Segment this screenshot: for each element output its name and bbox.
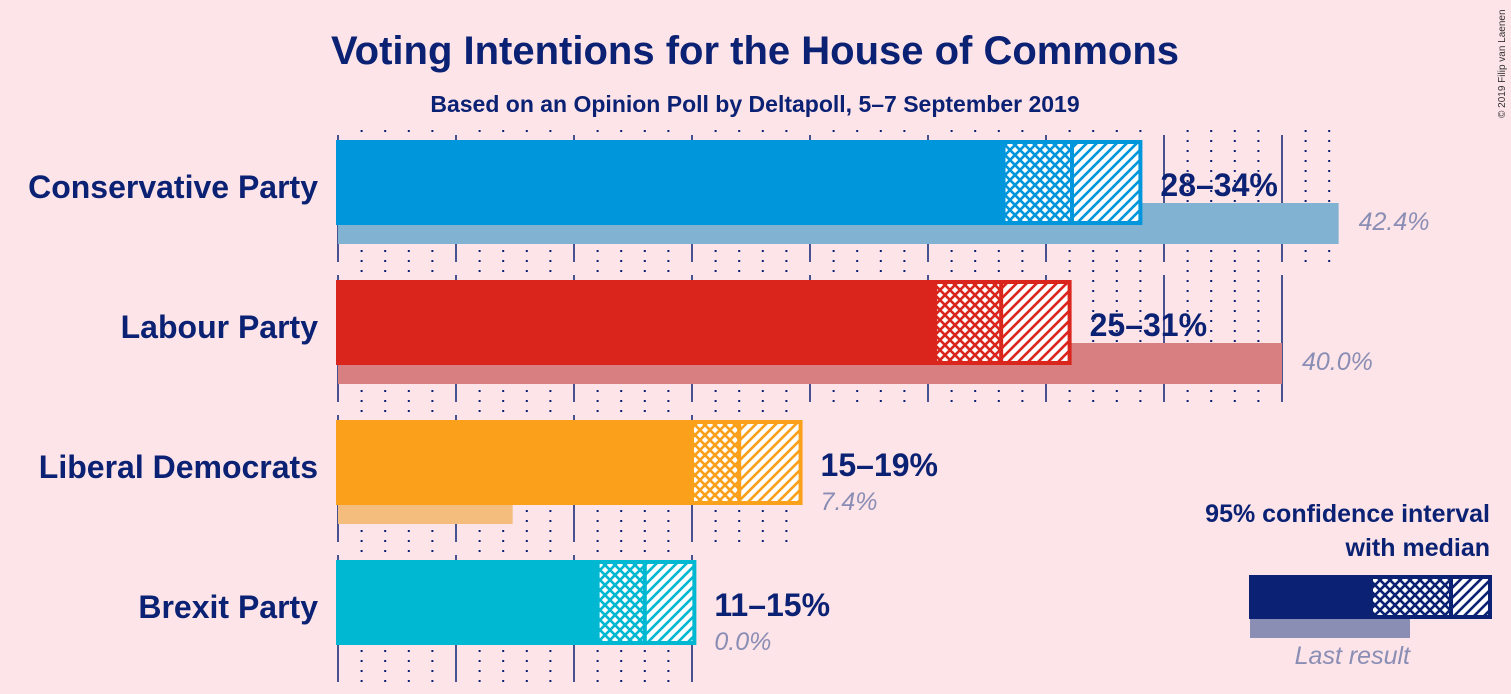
range-label-brexit-party: 11–15% [714,587,830,623]
bar-brexit-party [336,560,598,645]
bar-conservative-party [336,140,1004,225]
party-label-liberal-democrats: Liberal Democrats [39,449,318,485]
chart-title: Voting Intentions for the House of Commo… [331,29,1179,73]
legend-ci-lower-swatch [1371,577,1451,617]
ci-upper-labour-party [1001,282,1070,363]
range-label-liberal-democrats: 15–19% [821,447,938,483]
party-label-brexit-party: Brexit Party [138,589,318,625]
copyright-notice: © 2019 Filip van Laenen [1497,9,1508,118]
last-result-label-brexit-party: 0.0% [714,628,771,656]
ci-outline-liberal-democrats [690,420,803,505]
ci-upper-conservative-party [1071,142,1141,223]
ci-upper-brexit-party [644,562,695,643]
last-result-label-conservative-party: 42.4% [1359,208,1430,236]
last-result-label-liberal-democrats: 7.4% [821,488,878,516]
ci-upper-liberal-democrats [739,422,801,503]
legend-bar-swatch [1249,575,1371,619]
range-label-conservative-party: 28–34% [1160,167,1277,203]
legend-ci-outline [1369,575,1492,619]
legend-line-1: 95% confidence interval [1205,500,1490,528]
bar-labour-party [336,280,936,365]
legend-last-result-label: Last result [1295,642,1411,670]
party-label-conservative-party: Conservative Party [28,169,318,205]
ci-lower-labour-party [935,282,1002,363]
ci-lower-brexit-party [597,562,645,643]
plot-area: Conservative Party 28–34% 42.4% Labour Part… [28,130,1430,682]
ci-lower-liberal-democrats [692,422,740,503]
bar-liberal-democrats [336,420,692,505]
last-result-label-labour-party: 40.0% [1302,348,1373,376]
party-label-labour-party: Labour Party [121,309,319,345]
legend-ci-upper-swatch [1451,577,1490,617]
legend-last-result-swatch [1250,618,1410,638]
legend-line-2: with median [1345,534,1490,562]
ci-lower-conservative-party [1003,142,1072,223]
legend: 95% confidence interval with median Last… [1205,500,1492,670]
chart-subtitle: Based on an Opinion Poll by Deltapoll, 5… [430,91,1079,117]
range-label-labour-party: 25–31% [1090,307,1207,343]
